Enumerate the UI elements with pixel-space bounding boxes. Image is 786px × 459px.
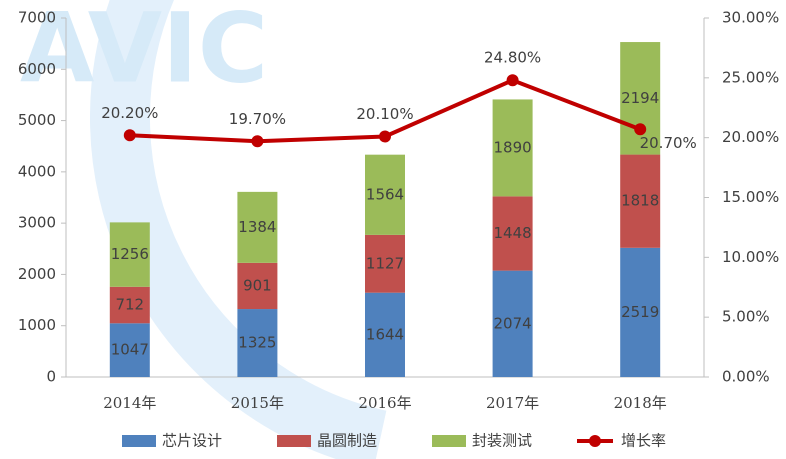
data-label: 1564	[366, 185, 404, 203]
legend-label: 封装测试	[472, 432, 532, 450]
bar-segment	[365, 234, 405, 293]
bar-segment	[620, 154, 661, 248]
y-tick-label: 5000	[18, 111, 56, 129]
data-label: 712	[115, 296, 144, 314]
y-tick-label: 6000	[18, 60, 56, 78]
y2-tick-label: 25.00%	[722, 68, 779, 86]
bar-segment	[620, 42, 661, 155]
y2-tick-label: 30.00%	[722, 9, 779, 27]
data-label: 2194	[621, 89, 659, 107]
legend-swatch	[432, 435, 466, 447]
data-label: 1325	[238, 334, 276, 352]
data-label: 901	[243, 276, 272, 294]
y-tick-label: 1000	[18, 316, 56, 334]
data-label: 19.70%	[229, 110, 286, 128]
y-tick-label: 4000	[18, 162, 56, 180]
bar-segment	[109, 222, 150, 287]
data-label: 20.10%	[356, 105, 413, 123]
legend-label: 增长率	[621, 432, 666, 450]
x-tick-label: 2017年	[486, 394, 539, 412]
legend-label: 芯片设计	[162, 432, 222, 450]
data-label: 1127	[366, 254, 404, 272]
y-tick-label: 3000	[18, 214, 56, 232]
y2-tick-label: 15.00%	[722, 188, 779, 206]
data-label: 1890	[494, 138, 532, 156]
y2-tick-label: 20.00%	[722, 128, 779, 146]
data-label: 2074	[494, 314, 532, 332]
legend-marker	[589, 435, 601, 447]
line-point	[506, 74, 519, 87]
y-tick-label: 7000	[18, 9, 56, 27]
watermark: AVIC	[20, 0, 268, 104]
y2-tick-label: 10.00%	[722, 248, 779, 266]
bar-segment	[365, 292, 405, 377]
bar-segment	[492, 270, 533, 377]
data-label: 2519	[621, 303, 659, 321]
bar-segment	[109, 286, 150, 324]
y-tick-label: 2000	[18, 265, 56, 283]
x-tick-label: 2016年	[358, 394, 411, 412]
bar-segment	[237, 309, 278, 377]
line-point	[379, 130, 391, 143]
line-point	[634, 123, 647, 136]
y2-tick-label: 0.00%	[722, 368, 770, 386]
data-label: 20.70%	[640, 134, 697, 152]
data-label: 1644	[366, 325, 404, 343]
y-tick-label: 0	[46, 368, 56, 386]
bar-segment	[365, 154, 405, 235]
bar-segment	[620, 247, 661, 377]
legend-label: 晶圆制造	[317, 432, 377, 450]
watermark-arc	[90, 0, 387, 459]
data-label: 24.80%	[484, 49, 541, 67]
bar-segment	[237, 262, 278, 310]
data-label: 1818	[621, 192, 659, 210]
line-point	[123, 129, 136, 142]
data-label: 1256	[111, 245, 149, 263]
x-tick-label: 2015年	[231, 394, 284, 412]
x-tick-label: 2014年	[103, 394, 156, 412]
bar-segment	[492, 196, 533, 271]
data-label: 1047	[111, 341, 149, 359]
data-label: 1384	[238, 218, 276, 236]
bar-segment	[492, 99, 533, 197]
line-point	[251, 135, 264, 148]
data-label: 20.20%	[101, 104, 158, 122]
legend-swatch	[277, 435, 311, 447]
bar-segment	[109, 323, 150, 377]
y2-tick-label: 5.00%	[722, 308, 770, 326]
bar-segment	[237, 191, 278, 263]
data-label: 1448	[494, 224, 532, 242]
legend-swatch	[122, 435, 156, 447]
x-tick-label: 2018年	[614, 394, 667, 412]
